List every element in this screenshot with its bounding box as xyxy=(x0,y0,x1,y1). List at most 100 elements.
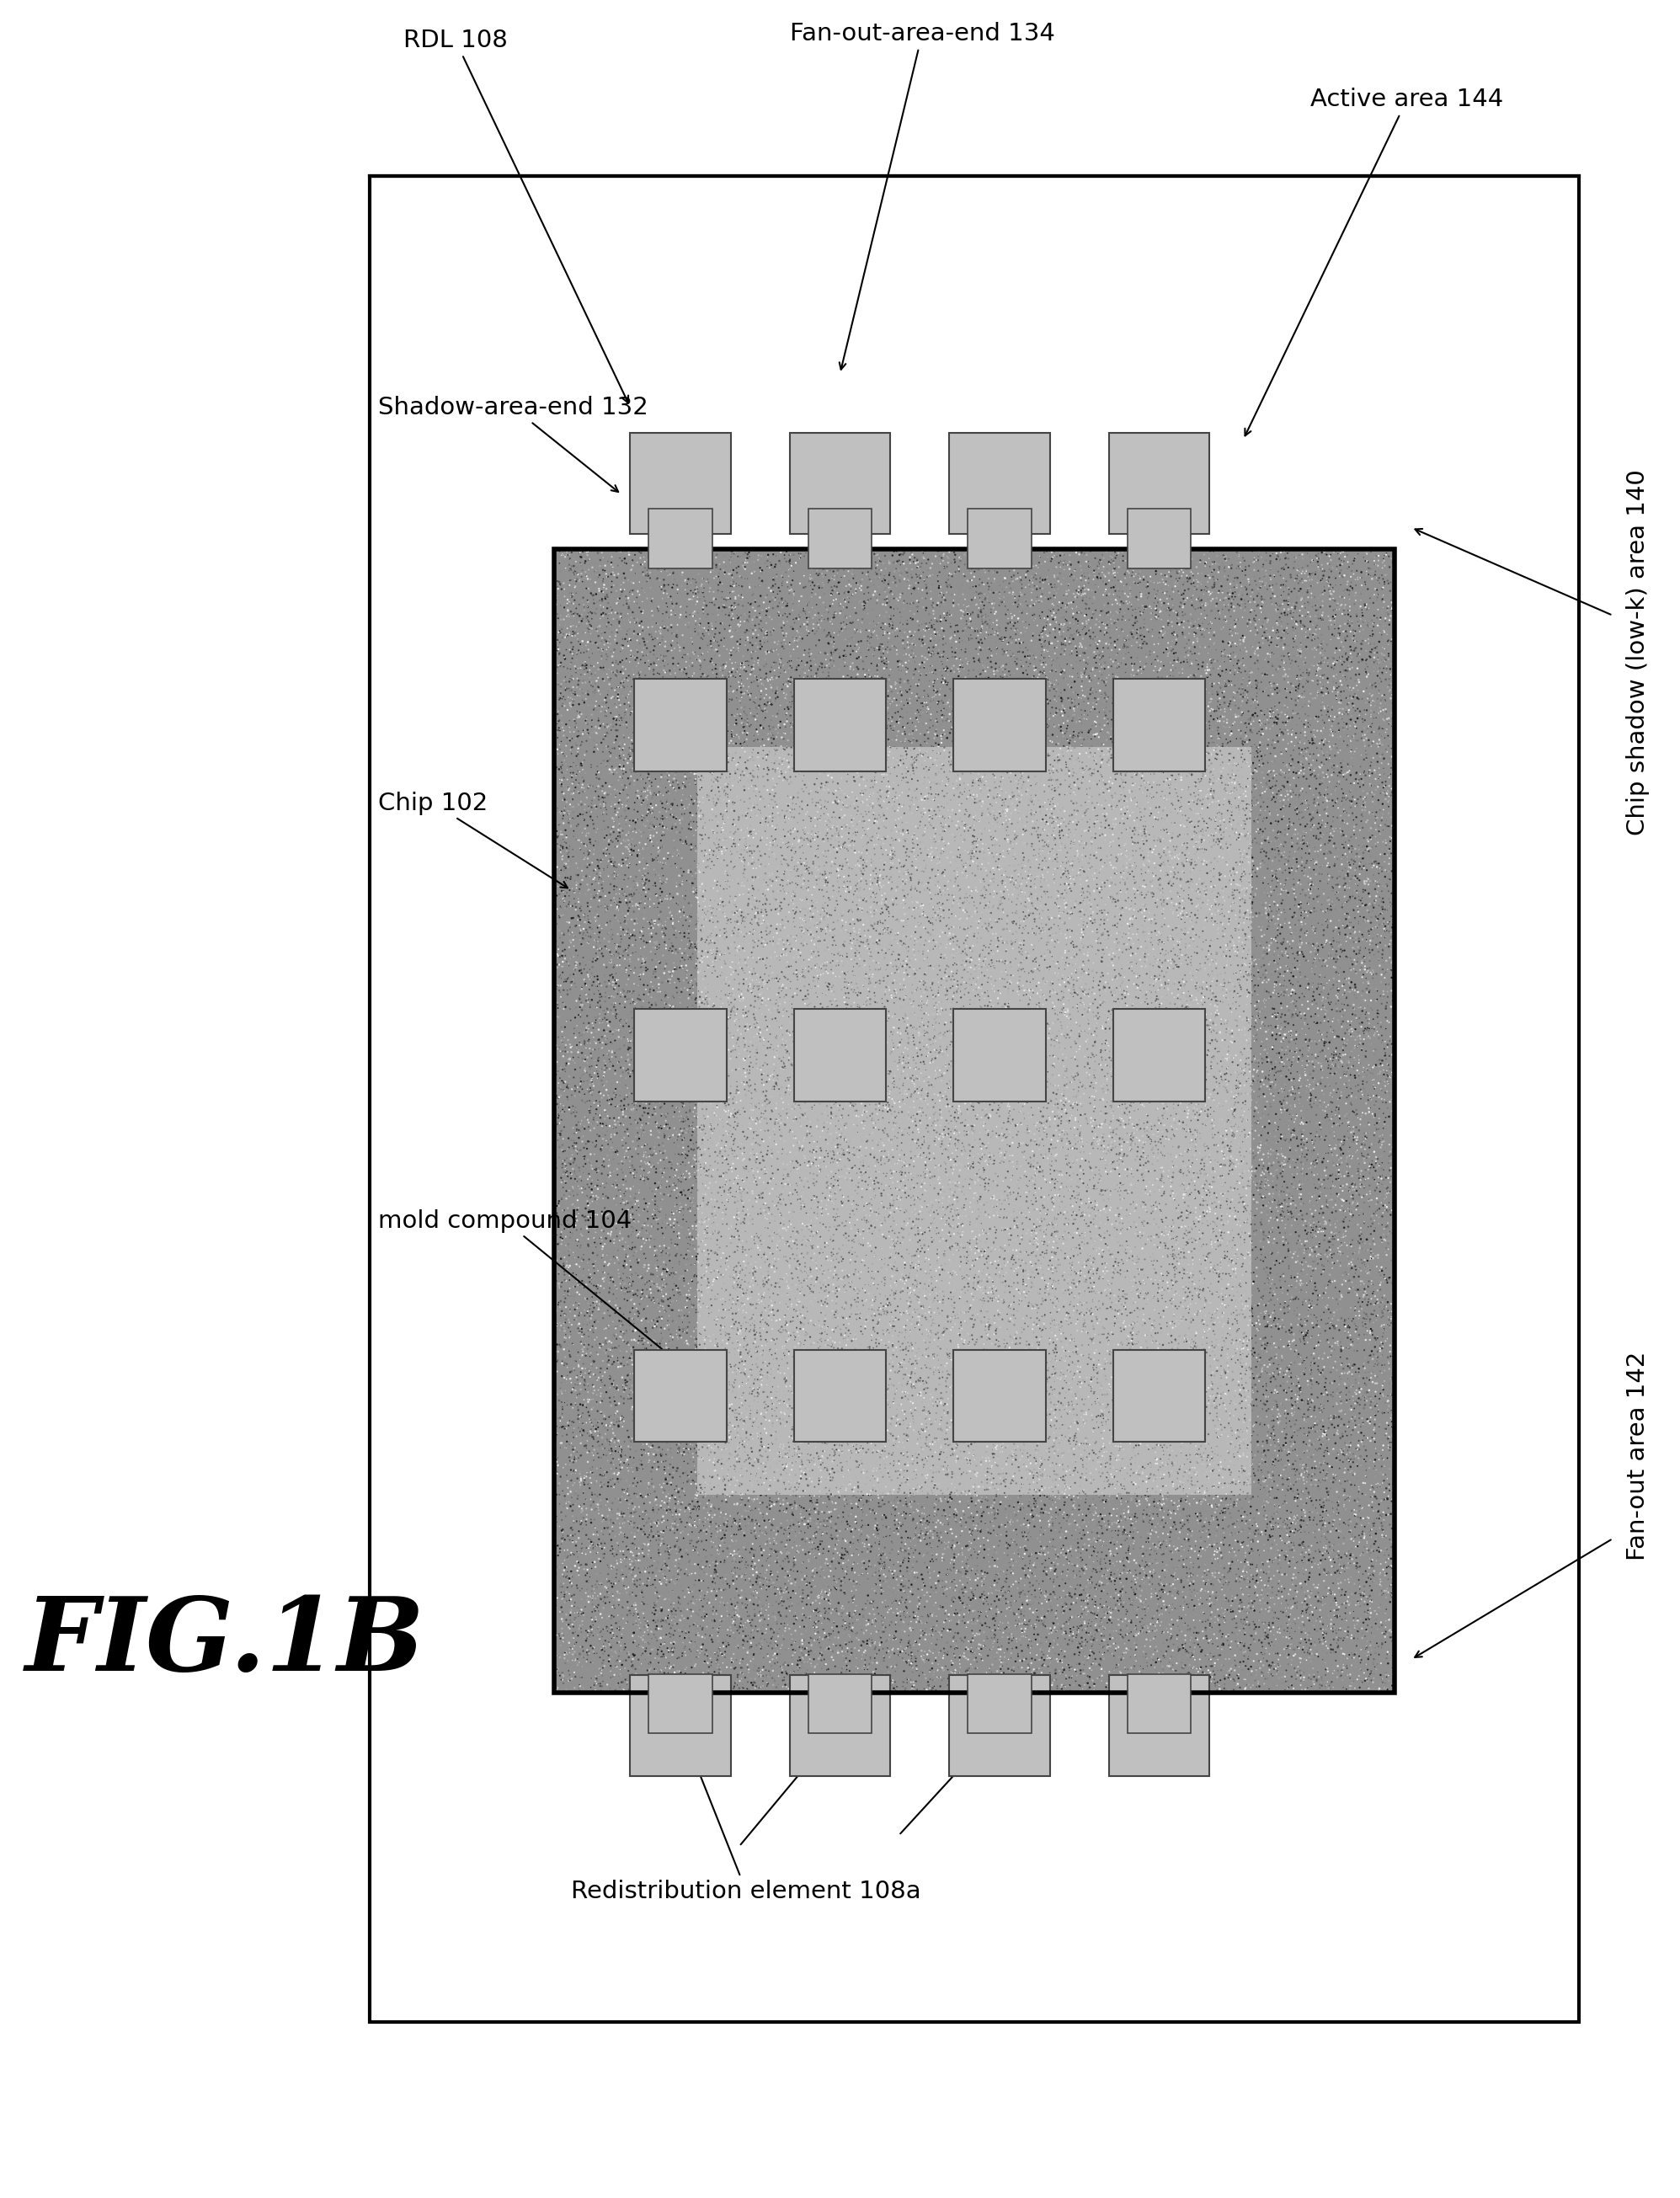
Point xyxy=(692,1150,719,1185)
Point xyxy=(764,1409,791,1444)
Point xyxy=(648,1257,675,1292)
Point xyxy=(1324,1147,1351,1183)
Point xyxy=(1242,602,1268,637)
Point xyxy=(1016,1079,1043,1114)
Point xyxy=(1307,833,1334,868)
Point xyxy=(966,1339,993,1374)
Point xyxy=(1112,844,1139,879)
Point xyxy=(971,543,998,578)
Point xyxy=(736,1007,763,1042)
Point xyxy=(704,1176,731,1211)
Point xyxy=(813,875,840,910)
Point xyxy=(1270,1429,1297,1464)
Point xyxy=(566,998,593,1033)
Point xyxy=(1351,541,1378,576)
Point xyxy=(872,974,899,1009)
Point xyxy=(954,1666,981,1701)
Point xyxy=(1352,758,1379,793)
Point xyxy=(571,1363,598,1398)
Point xyxy=(1324,1308,1351,1343)
Point xyxy=(1300,543,1327,578)
Point xyxy=(1052,787,1079,822)
Point xyxy=(805,899,832,934)
Point xyxy=(1045,866,1072,901)
Point xyxy=(655,774,682,809)
Point xyxy=(842,1594,869,1629)
Point xyxy=(1188,1580,1215,1616)
Point xyxy=(921,1664,948,1699)
Point xyxy=(768,1018,795,1053)
Point xyxy=(1117,730,1144,765)
Point xyxy=(780,611,806,646)
Point xyxy=(690,963,717,998)
Point xyxy=(860,789,887,824)
Point xyxy=(543,1334,570,1369)
Point xyxy=(991,855,1018,890)
Point xyxy=(986,851,1013,886)
Point xyxy=(1235,1631,1262,1666)
Point xyxy=(1000,1411,1026,1446)
Point xyxy=(890,1117,917,1152)
Point xyxy=(690,956,717,991)
Point xyxy=(1057,961,1084,996)
Point xyxy=(959,912,986,947)
Point xyxy=(857,1640,884,1675)
Point xyxy=(1284,552,1310,587)
Point xyxy=(835,1128,862,1163)
Point xyxy=(1183,848,1210,884)
Point xyxy=(1164,1550,1191,1585)
Point xyxy=(919,908,946,943)
Point xyxy=(729,978,756,1013)
Point xyxy=(900,892,927,928)
Point xyxy=(991,1075,1018,1110)
Point xyxy=(803,1594,830,1629)
Point xyxy=(857,1299,884,1334)
Point xyxy=(949,1086,976,1121)
Point xyxy=(1194,1057,1221,1092)
Point xyxy=(1105,767,1132,802)
Point xyxy=(1048,813,1075,848)
Point xyxy=(724,1196,751,1231)
Point xyxy=(549,1312,576,1347)
Point xyxy=(1105,1156,1132,1191)
Point xyxy=(559,1088,586,1123)
Point xyxy=(791,1506,818,1541)
Point xyxy=(1043,697,1070,732)
Point xyxy=(722,1391,749,1427)
Point xyxy=(1213,1396,1240,1431)
Point xyxy=(724,1205,751,1240)
Point xyxy=(677,1624,704,1659)
Point xyxy=(1070,1308,1097,1343)
Point xyxy=(776,648,803,684)
Point xyxy=(800,1389,827,1424)
Point xyxy=(1084,1306,1110,1341)
Point xyxy=(1166,743,1193,778)
Point xyxy=(1179,1550,1206,1585)
Point xyxy=(806,1073,833,1108)
Point xyxy=(633,1552,660,1587)
Point xyxy=(665,1079,692,1114)
Point xyxy=(1188,886,1215,921)
Point xyxy=(818,1013,845,1048)
Point xyxy=(847,761,874,796)
Point xyxy=(927,1525,954,1561)
Point xyxy=(650,1128,677,1163)
Point xyxy=(1124,969,1151,1004)
Point xyxy=(664,1492,690,1528)
Point xyxy=(1166,547,1193,582)
Point xyxy=(1141,1334,1168,1369)
Point xyxy=(1053,1591,1080,1627)
Point xyxy=(647,670,674,706)
Point xyxy=(911,1616,937,1651)
Point xyxy=(1166,554,1193,589)
Point xyxy=(858,958,885,993)
Point xyxy=(1040,976,1067,1011)
Point xyxy=(1033,1103,1060,1139)
Point xyxy=(1336,1013,1362,1048)
Point xyxy=(687,1470,714,1506)
Point xyxy=(595,1347,622,1383)
Point xyxy=(1277,1345,1304,1380)
Point xyxy=(869,1459,895,1495)
Point xyxy=(1359,1532,1386,1567)
Point xyxy=(751,1290,778,1325)
